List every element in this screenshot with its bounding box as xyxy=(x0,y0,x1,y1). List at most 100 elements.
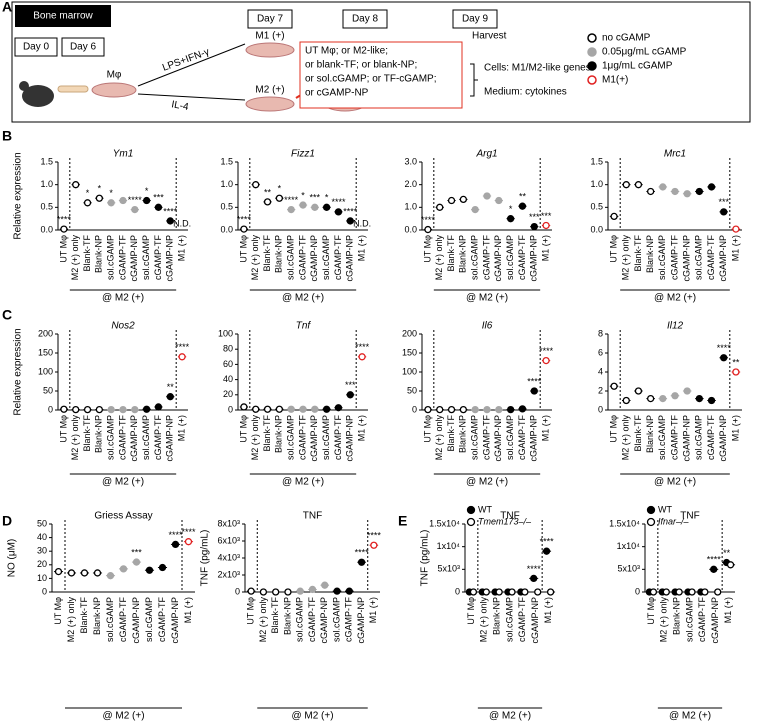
y-tick-label: 40 xyxy=(37,532,47,542)
x-tick-label: Blank-NP xyxy=(492,597,502,635)
group-label: @ M2 (+) xyxy=(102,477,144,488)
x-tick-label: sol.cGAMP xyxy=(505,415,515,460)
y-axis-label: TNF (pg/mL) xyxy=(200,530,211,587)
data-point xyxy=(334,404,343,412)
x-tick-label: cGAMP-TF xyxy=(669,415,679,460)
data-point xyxy=(299,405,307,413)
y-tick-label: 0 xyxy=(235,586,240,596)
dish xyxy=(91,82,137,98)
x-tick-label: M2 (+) only xyxy=(250,235,260,281)
annotation: *** xyxy=(310,193,321,203)
x-tick-label: cGAMP-TF xyxy=(117,235,127,280)
il4-label: IL-4 xyxy=(171,99,190,113)
bone-marrow: Bone marrow xyxy=(33,11,93,22)
annotation: **** xyxy=(717,343,732,353)
data-point xyxy=(720,208,728,216)
x-tick-label: cGAMP-NP xyxy=(165,415,175,462)
y-tick-label: 0 xyxy=(42,586,47,596)
x-tick-label: cGAMP-NP xyxy=(493,415,503,462)
x-tick-label: cGAMP-TF xyxy=(307,597,317,642)
x-tick-label: UT Mφ xyxy=(466,597,476,625)
data-point xyxy=(240,403,248,411)
x-tick-label: sol.cGAMP xyxy=(141,415,151,460)
x-tick-label: Blank-NP xyxy=(672,597,682,635)
annotation: **** xyxy=(539,346,554,356)
data-point xyxy=(106,572,115,580)
data-point xyxy=(530,387,538,395)
data-point xyxy=(259,588,268,596)
x-tick-label: Blank-NP xyxy=(94,415,104,453)
x-tick-label: Blank-TF xyxy=(79,597,89,634)
day-box xyxy=(452,9,498,29)
harvest: Harvest xyxy=(472,31,507,42)
annotation: ** xyxy=(264,187,272,197)
data-point xyxy=(634,181,643,189)
annotation: **** xyxy=(707,555,722,565)
data-point xyxy=(322,405,331,413)
annotation: * xyxy=(278,184,282,194)
y-tick-label: 50 xyxy=(407,385,417,395)
annotation: **** xyxy=(355,548,370,558)
treatment: or blank-TF; or blank-NP; xyxy=(305,60,417,71)
x-tick-label: M1 (+) xyxy=(540,235,550,261)
data-point xyxy=(252,181,260,189)
x-tick-label: Blank-NP xyxy=(458,235,468,273)
x-tick-label: M1 (+) xyxy=(540,415,550,441)
legend-marker xyxy=(587,47,597,57)
annotation: **** xyxy=(343,206,358,216)
panel-label: B xyxy=(2,128,12,144)
x-tick-label: Blank-TF xyxy=(270,597,280,634)
mouse-icon xyxy=(19,81,29,91)
x-tick-label: cGAMP-NP xyxy=(529,235,539,282)
data-point xyxy=(683,190,691,198)
x-tick-label: cGAMP-TF xyxy=(517,235,527,280)
y-tick-label: 5x10³ xyxy=(617,564,640,574)
x-tick-label: cGAMP-NP xyxy=(129,415,139,462)
x-tick-label: sol.cGAMP xyxy=(321,415,331,460)
x-tick-label: cGAMP-NP xyxy=(530,597,540,644)
x-tick-label: sol.cGAMP xyxy=(106,415,116,460)
x-tick-label: cGAMP-TF xyxy=(333,415,343,460)
x-tick-label: sol.cGAMP xyxy=(684,597,694,642)
x-tick-label: Blank-TF xyxy=(633,235,643,272)
annotation: N.D. xyxy=(353,218,371,228)
y-tick-label: 8x10³ xyxy=(217,518,240,528)
data-point xyxy=(521,588,529,596)
data-point xyxy=(720,354,728,362)
legend-label: M1(+) xyxy=(602,75,628,86)
treatment: UT Mφ; or M2-like; xyxy=(305,46,388,57)
x-tick-label: sol.cGAMP xyxy=(286,235,296,280)
data-point xyxy=(695,187,704,196)
x-tick-label: sol.cGAMP xyxy=(505,235,515,280)
annotation: **** xyxy=(527,376,542,386)
panel-label: D xyxy=(2,513,12,529)
x-tick-label: cGAMP-NP xyxy=(682,235,692,282)
x-tick-label: sol.cGAMP xyxy=(106,235,116,280)
x-tick-label: Blank-TF xyxy=(262,415,272,452)
x-tick-label: sol.cGAMP xyxy=(295,597,305,642)
annotation: **** xyxy=(367,531,382,541)
macrophage: Mφ xyxy=(107,70,122,81)
data-point xyxy=(471,405,479,414)
data-point xyxy=(311,203,319,211)
data-point xyxy=(671,187,679,196)
y-tick-label: 40 xyxy=(223,374,233,384)
x-tick-label: cGAMP-NP xyxy=(309,235,319,282)
annotation: **** xyxy=(168,530,183,540)
mouse-icon xyxy=(22,85,54,107)
day7: Day 7 xyxy=(257,14,284,25)
annotation: * xyxy=(109,188,113,198)
x-tick-label: M2 (+) only xyxy=(258,597,268,643)
y-tick-label: 0 xyxy=(635,586,640,596)
data-point xyxy=(60,225,68,233)
legend-label: no cGAMP xyxy=(602,33,651,44)
x-tick-label: Blank-TF xyxy=(82,235,92,272)
annotation: * xyxy=(509,204,513,214)
x-tick-label: cGAMP-NP xyxy=(718,235,728,282)
data-point xyxy=(534,588,542,596)
group-label: @ M2 (+) xyxy=(466,477,508,488)
annotation: **** xyxy=(128,195,143,205)
x-tick-label: UT Mφ xyxy=(646,597,656,625)
group-label: @ M2 (+) xyxy=(654,477,696,488)
